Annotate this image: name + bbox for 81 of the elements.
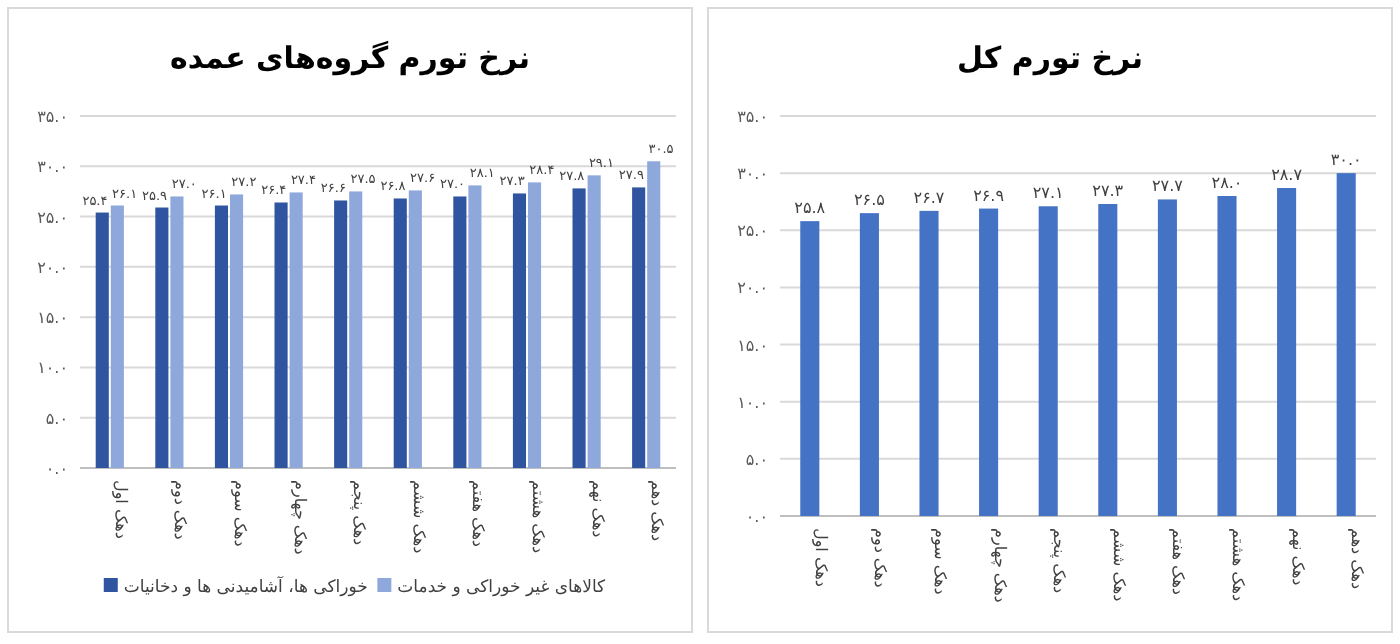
data-label: ۲۶.۵ — [853, 191, 885, 210]
y-tick-label: ۳۰.۰ — [737, 165, 768, 184]
data-label: ۲۷.۱ — [1032, 184, 1064, 203]
data-label: ۲۷.۷ — [1151, 177, 1185, 196]
bar — [572, 188, 586, 468]
data-label: ۲۵.۸ — [794, 199, 827, 218]
x-tick-label: دهک نهم — [1288, 528, 1307, 587]
x-tick-label: دهک دوم — [171, 480, 190, 541]
data-label: ۳۰.۰ — [1330, 151, 1362, 170]
y-tick-label: ۰.۰ — [745, 508, 768, 526]
y-tick-label: ۲۰.۰ — [737, 279, 768, 298]
x-tick-label: دهک هشتم — [1229, 528, 1247, 603]
bar — [527, 182, 542, 468]
y-tick-label: ۱۵.۰ — [37, 309, 68, 328]
x-tick-label: دهک چهارم — [990, 528, 1009, 604]
bar — [1157, 199, 1177, 516]
bar — [632, 187, 646, 468]
y-tick-label: ۵.۰ — [745, 450, 768, 469]
bar — [979, 208, 999, 516]
y-tick-label: ۰.۰ — [45, 460, 68, 478]
bar — [334, 200, 348, 468]
x-tick-label: دهک پنجم — [350, 480, 369, 547]
data-label: ۲۷.۳ — [1092, 182, 1125, 200]
x-tick-label: دهک پنجم — [1050, 528, 1069, 595]
chart-title: نرخ تورم گروه‌های عمده — [170, 40, 530, 76]
bar — [289, 192, 303, 468]
bar — [1336, 173, 1356, 516]
bar — [155, 207, 169, 468]
x-tick-label: دهک ششم — [1109, 528, 1128, 603]
x-tick-label: دهک دهم — [1348, 528, 1367, 591]
x-tick-label: دهک اول — [811, 528, 830, 588]
y-tick-label: ۳۵.۰ — [737, 108, 768, 126]
bar — [1098, 204, 1118, 516]
bar — [170, 196, 184, 468]
bar — [229, 194, 244, 468]
bar — [1217, 196, 1237, 516]
y-tick-label: ۵.۰ — [45, 409, 68, 428]
y-tick-label: ۲۰.۰ — [37, 258, 68, 277]
data-label: ۲۶.۹ — [973, 186, 1005, 205]
bar — [393, 198, 407, 468]
x-tick-label: دهک هفتم — [469, 480, 488, 548]
bar — [110, 205, 124, 468]
x-tick-label: دهک اول — [111, 480, 130, 540]
x-tick-label: دهک دهم — [648, 480, 667, 543]
bar — [512, 193, 527, 468]
legend-item: خوراکی ها، آشامیدنی ها و دخانیات — [103, 578, 368, 598]
bar — [349, 191, 363, 468]
x-tick-label: دهک ششم — [409, 480, 428, 555]
x-tick-label: دهک سوم — [931, 528, 949, 596]
y-tick-label: ۱۰.۰ — [737, 393, 768, 412]
bar — [468, 185, 482, 468]
bar — [1038, 206, 1058, 516]
chart-title: نرخ تورم کل — [957, 40, 1143, 76]
bar — [453, 196, 467, 468]
bar — [800, 221, 820, 516]
y-tick-label: ۳۵.۰ — [37, 108, 68, 126]
bar — [408, 190, 422, 468]
y-tick-label: ۲۵.۰ — [37, 208, 68, 227]
bar — [274, 202, 288, 468]
x-tick-label: دهک هفتم — [1169, 528, 1188, 596]
bar — [1277, 188, 1297, 516]
bar — [647, 161, 661, 468]
data-label: ۲۸.۰ — [1211, 174, 1243, 192]
data-label: ۲۸.۷ — [1271, 166, 1304, 184]
x-tick-label: دهک چهارم — [290, 480, 309, 556]
data-label: ۲۶.۷ — [913, 188, 946, 207]
bar — [919, 210, 939, 516]
y-tick-label: ۲۵.۰ — [737, 222, 768, 241]
x-tick-label: دهک سوم — [231, 480, 249, 548]
bar — [859, 213, 879, 516]
y-tick-label: ۱۵.۰ — [737, 336, 768, 355]
bar — [95, 212, 109, 468]
x-tick-label: دهک نهم — [588, 480, 607, 539]
x-tick-label: دهک دوم — [871, 528, 890, 589]
bar — [214, 205, 229, 468]
x-tick-label: دهک هشتم — [529, 480, 547, 555]
y-tick-label: ۱۰.۰ — [37, 359, 68, 378]
legend-item: کالاهای غیر خوراکی و خدمات — [377, 578, 606, 598]
bar — [587, 175, 601, 468]
y-tick-label: ۳۰.۰ — [37, 158, 68, 177]
legend-label: خوراکی ها، آشامیدنی ها و دخانیات — [123, 576, 368, 598]
